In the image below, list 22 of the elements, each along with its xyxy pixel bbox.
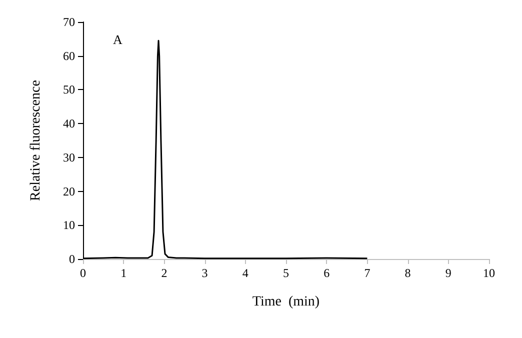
y-tick-label: 10 [63, 218, 75, 232]
x-tick-label: 1 [120, 266, 127, 280]
x-axis-title: Time (min) [252, 294, 320, 310]
x-tick-label: 5 [283, 266, 289, 280]
y-tick-label: 40 [63, 116, 75, 131]
x-tick-label: 8 [404, 266, 411, 280]
x-tick-label: 3 [202, 266, 208, 280]
x-tick-label: 4 [242, 266, 248, 280]
y-tick-label: 50 [63, 82, 75, 97]
annotation: A [113, 32, 123, 47]
x-tick-label: 2 [161, 266, 168, 280]
x-tick-label: 10 [483, 266, 495, 280]
y-tick-label: 60 [63, 48, 75, 63]
x-tick-label: 6 [324, 266, 330, 280]
x-tick-label: 0 [80, 266, 86, 280]
y-tick-label: 70 [63, 15, 75, 29]
y-axis-title: Relative fluorescence [28, 80, 44, 201]
y-tick-label: 0 [69, 252, 75, 266]
y-tick-label: 20 [63, 184, 75, 198]
x-tick-label: 9 [445, 266, 452, 280]
y-tick-label: 30 [63, 150, 75, 164]
x-tick-label: 7 [364, 266, 370, 280]
